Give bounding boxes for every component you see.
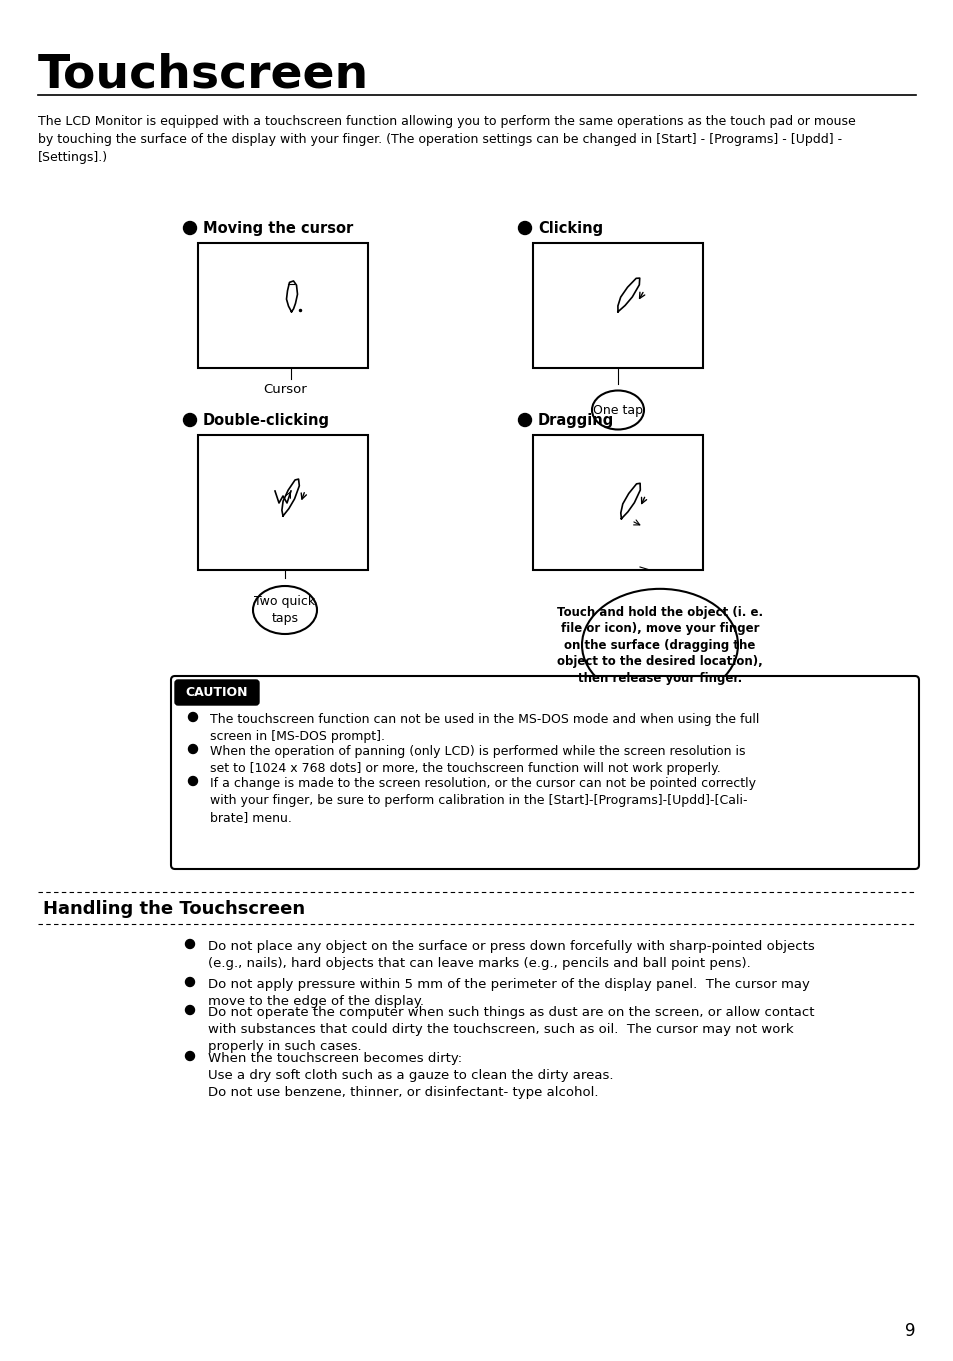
Text: CAUTION: CAUTION (186, 686, 248, 700)
Text: Do not place any object on the surface or press down forcefully with sharp-point: Do not place any object on the surface o… (208, 940, 814, 970)
Text: Touch and hold the object (i. e.
file or icon), move your finger
on the surface : Touch and hold the object (i. e. file or… (557, 606, 762, 685)
Text: Handling the Touchscreen: Handling the Touchscreen (43, 900, 305, 919)
Circle shape (189, 713, 197, 721)
Text: Cursor: Cursor (263, 382, 307, 396)
Text: 9: 9 (904, 1322, 915, 1341)
Circle shape (185, 939, 194, 949)
FancyBboxPatch shape (171, 676, 918, 870)
Circle shape (185, 977, 194, 987)
Text: If a change is made to the screen resolution, or the cursor can not be pointed c: If a change is made to the screen resolu… (210, 777, 755, 823)
Text: Touchscreen: Touchscreen (38, 52, 369, 97)
Bar (533, 436, 702, 570)
Bar (533, 244, 702, 367)
Bar (198, 244, 368, 367)
Text: Dragging: Dragging (537, 412, 614, 427)
Circle shape (185, 1006, 194, 1014)
Circle shape (183, 222, 196, 234)
Ellipse shape (592, 391, 643, 430)
Ellipse shape (581, 589, 738, 701)
Circle shape (185, 1052, 194, 1060)
Circle shape (518, 414, 531, 426)
FancyBboxPatch shape (174, 680, 258, 705)
Bar (198, 436, 368, 570)
Circle shape (189, 744, 197, 754)
Text: Do not operate the computer when such things as dust are on the screen, or allow: Do not operate the computer when such th… (208, 1006, 814, 1053)
Text: Do not apply pressure within 5 mm of the perimeter of the display panel.  The cu: Do not apply pressure within 5 mm of the… (208, 979, 809, 1009)
Text: One tap: One tap (593, 403, 642, 416)
Text: Clicking: Clicking (537, 220, 602, 235)
Text: The LCD Monitor is equipped with a touchscreen function allowing you to perform : The LCD Monitor is equipped with a touch… (38, 114, 855, 163)
Circle shape (189, 777, 197, 785)
Text: When the operation of panning (only LCD) is performed while the screen resolutio: When the operation of panning (only LCD)… (210, 744, 744, 774)
Text: The touchscreen function can not be used in the MS-DOS mode and when using the f: The touchscreen function can not be used… (210, 713, 759, 743)
Circle shape (183, 414, 196, 426)
Circle shape (518, 222, 531, 234)
Text: When the touchscreen becomes dirty:
Use a dry soft cloth such as a gauze to clea: When the touchscreen becomes dirty: Use … (208, 1052, 613, 1098)
Text: Double-clicking: Double-clicking (203, 412, 330, 427)
Text: Moving the cursor: Moving the cursor (203, 220, 353, 235)
Text: Two quick
taps: Two quick taps (254, 595, 315, 625)
Ellipse shape (253, 587, 316, 634)
